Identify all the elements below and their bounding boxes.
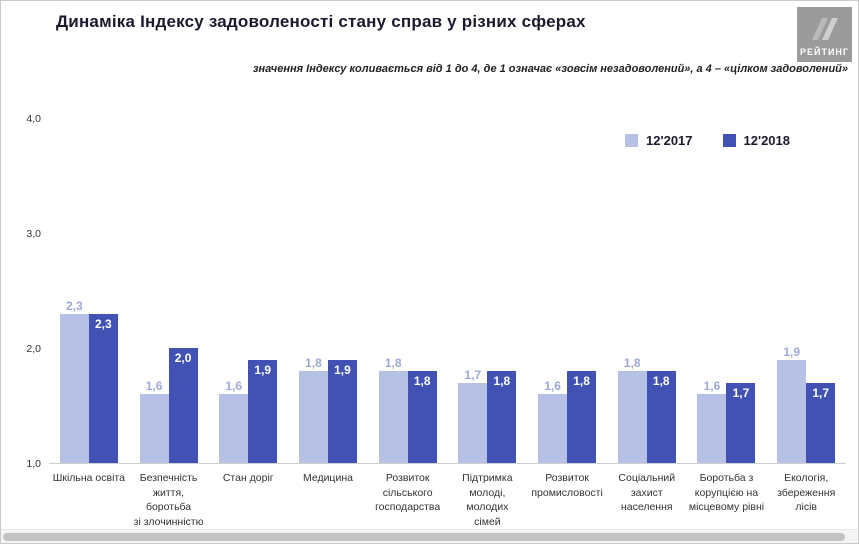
bar-wrap: 1,6 xyxy=(538,379,568,463)
bar-wrap: 1,6 xyxy=(139,379,169,463)
bar-12'2018[interactable]: 1,7 xyxy=(806,382,836,463)
page-title: Динаміка Індексу задоволеності стану спр… xyxy=(56,12,586,31)
x-category-label: Розвиток сільського господарства xyxy=(375,472,441,514)
bar-wrap: 2,3 xyxy=(88,313,118,463)
bar-wrap: 1,7 xyxy=(726,382,756,463)
bar-12'2017[interactable] xyxy=(298,371,328,463)
bar-group: 1,6 1,9 xyxy=(208,119,288,463)
chart-subtitle: значення Індексу коливається від 1 до 4,… xyxy=(252,63,848,75)
x-category-label: Розвиток промисловості xyxy=(531,472,603,499)
plot-area: 2,3 2,3 1,6 2,0 1,6 1,9 1,8 1,9 1,8 1,8 1,7 1,8 1,6 1… xyxy=(49,119,846,464)
y-tick-label: 3,0 xyxy=(26,228,41,240)
logo-emblem-icon xyxy=(808,14,842,49)
bar-value-label: 2,3 xyxy=(66,298,83,313)
bar-12'2018[interactable]: 1,7 xyxy=(726,382,756,463)
bar-value-label: 1,6 xyxy=(145,379,163,394)
legend-swatch xyxy=(722,134,736,147)
bar-12'2017[interactable] xyxy=(617,371,647,463)
bar-group: 1,8 1,9 xyxy=(288,119,368,463)
bar-value-label: 1,8 xyxy=(623,356,641,371)
horizontal-scrollbar-thumb[interactable] xyxy=(3,533,845,541)
x-labels: Шкільна освіта Безпечність життя, боротьб… xyxy=(49,471,846,530)
bar-12'2018[interactable]: 1,8 xyxy=(646,371,676,463)
bar-value-label: 1,6 xyxy=(703,379,721,394)
bar-group: 1,8 1,8 xyxy=(368,119,448,463)
bar-12'2017[interactable] xyxy=(378,371,408,463)
bar-wrap: 1,9 xyxy=(248,359,278,463)
bar-12'2018[interactable]: 1,8 xyxy=(487,371,517,463)
bar-12'2018[interactable]: 1,8 xyxy=(407,371,437,463)
x-category-label: Екологія, збереження лісів xyxy=(777,472,836,514)
bar-12'2017[interactable] xyxy=(219,394,249,463)
x-category-label: Медицина xyxy=(302,472,353,484)
bar-12'2018[interactable]: 2,3 xyxy=(88,313,118,463)
bar-wrap: 1,7 xyxy=(806,382,836,463)
bar-wrap: 1,7 xyxy=(458,367,488,463)
bar-wrap: 1,8 xyxy=(407,371,437,463)
y-tick-label: 2,0 xyxy=(26,343,41,355)
bar-value-label: 1,6 xyxy=(225,379,243,394)
bar-12'2017[interactable] xyxy=(538,394,568,463)
bar-wrap: 2,0 xyxy=(168,348,198,463)
bar-group: 1,7 1,8 xyxy=(448,119,528,463)
bar-12'2018[interactable]: 2,0 xyxy=(168,348,198,463)
bar-value-label: 1,6 xyxy=(544,379,561,394)
bar-group: 1,6 1,8 xyxy=(527,119,607,463)
bar-12'2017[interactable] xyxy=(59,313,89,463)
chart-legend: 12'2017 12'2018 xyxy=(625,133,790,148)
bar-12'2017[interactable] xyxy=(777,359,807,463)
bar-12'2017[interactable] xyxy=(139,394,169,463)
legend-label: 12'2018 xyxy=(743,133,790,148)
bar-value-label: 1,9 xyxy=(783,344,801,359)
bar-group: 1,6 1,7 xyxy=(687,119,767,463)
bar-wrap: 1,8 xyxy=(567,371,597,463)
rating-group-logo: РЕЙТИНГ xyxy=(797,7,852,62)
y-tick-label: 1,0 xyxy=(26,458,41,470)
bar-12'2017[interactable] xyxy=(458,382,488,463)
x-category-label: Шкільна освіта xyxy=(52,472,125,484)
x-category-label: Стан доріг xyxy=(222,472,274,484)
bar-group: 1,6 2,0 xyxy=(129,119,209,463)
bar-wrap: 1,6 xyxy=(697,379,727,463)
bar-wrap: 1,8 xyxy=(646,371,676,463)
y-axis: 4,0 3,0 2,0 1,0 xyxy=(15,113,45,470)
bar-12'2018[interactable]: 1,8 xyxy=(567,371,597,463)
bar-group: 1,9 1,7 xyxy=(766,119,846,463)
bar-wrap: 1,8 xyxy=(487,371,517,463)
bar-12'2018[interactable]: 1,9 xyxy=(327,359,357,463)
bar-12'2018[interactable]: 1,9 xyxy=(248,359,278,463)
bar-group: 2,3 2,3 xyxy=(49,119,129,463)
x-category-label: Безпечність життя, боротьба зі злочинніс… xyxy=(133,472,204,529)
bar-value-label: 1,7 xyxy=(464,367,482,382)
bar-wrap: 1,8 xyxy=(378,356,408,463)
legend-swatch xyxy=(625,134,639,147)
bar-12'2017[interactable] xyxy=(697,394,727,463)
bar-value-label: 1,8 xyxy=(384,356,402,371)
legend-label: 12'2017 xyxy=(646,133,693,148)
bar-wrap: 1,9 xyxy=(327,359,357,463)
bar-wrap: 1,6 xyxy=(219,379,249,463)
y-tick-label: 4,0 xyxy=(26,113,41,125)
bar-wrap: 2,3 xyxy=(59,298,89,463)
logo-text: РЕЙТИНГ xyxy=(799,47,850,57)
bar-wrap: 1,8 xyxy=(617,356,647,463)
bar-value-label: 1,8 xyxy=(305,356,322,371)
x-category-label: Соціальний захист населення xyxy=(618,472,676,514)
bar-wrap: 1,8 xyxy=(298,356,328,463)
horizontal-scrollbar-track[interactable] xyxy=(1,529,858,543)
legend-item[interactable]: 12'2018 xyxy=(722,133,790,148)
bar-wrap: 1,9 xyxy=(777,344,807,463)
x-category-label: Підтримка молоді, молодих сімей xyxy=(462,472,513,529)
x-category-label: Боротьба з корупцією на місцевому рівні xyxy=(688,472,765,514)
legend-item[interactable]: 12'2017 xyxy=(625,133,693,148)
bar-group: 1,8 1,8 xyxy=(607,119,687,463)
